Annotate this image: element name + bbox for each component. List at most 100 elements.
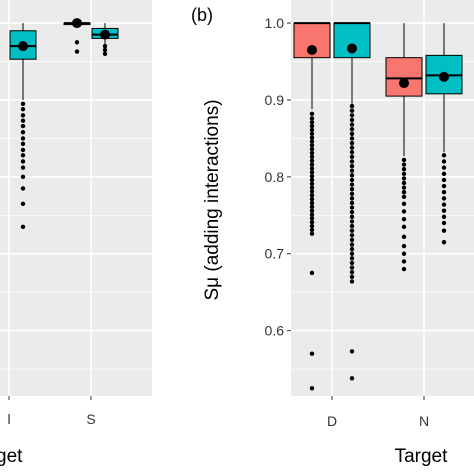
outlier-point [20,118,26,123]
outlier-point [441,214,447,220]
outlier-point [309,193,315,198]
outlier-point [309,127,315,133]
outlier-point [401,185,407,190]
outlier-point [309,111,315,117]
panel-b-x-axis-title: Target [395,446,449,467]
x-tick-label: l [7,411,10,427]
outlier-point [441,171,447,176]
outlier-point [349,223,355,229]
outlier-point [309,227,315,233]
outlier-point [349,159,355,164]
panel-a-boxes [9,18,119,230]
outlier-point [401,243,407,249]
outlier-point [401,194,407,200]
outlier-point [349,168,355,173]
outlier-point [401,209,407,214]
outlier-point [401,180,407,186]
y-tick-label: 0.6 [265,323,285,339]
y-tick-label: 0.8 [265,169,285,185]
outlier-point [441,190,447,195]
panel-b-label: (b) [191,5,213,25]
outlier-point [349,246,355,252]
outlier-point [309,120,315,125]
outlier-point [349,260,355,266]
outlier-point [349,173,355,178]
x-tick-label: N [419,413,429,429]
outlier-point [20,106,26,112]
outlier-point [309,170,315,175]
outlier-point [309,123,315,129]
mean-point [399,78,409,89]
outlier-point [441,220,447,226]
outlier-point [349,108,355,113]
box-D-right [333,22,371,381]
outlier-point [401,171,407,176]
outlier-point [349,177,355,183]
outlier-point [309,135,315,140]
outlier-point [349,265,355,270]
outlier-point [309,351,315,356]
outlier-point [309,220,315,225]
outlier-point [349,214,355,220]
outlier-point [74,40,80,45]
outlier-point [20,224,26,230]
panel-a-x-axis-title: get [0,446,23,467]
outlier-point [20,159,26,164]
outlier-point [309,200,315,206]
outlier-point [309,212,315,217]
outlier-point [349,233,355,238]
outlier-point [309,204,315,210]
box-l-right [9,23,37,230]
outlier-point [309,223,315,229]
outlier-point [401,176,407,181]
outlier-point [401,216,407,222]
outlier-point [20,136,26,141]
outlier-point [20,113,26,118]
outlier-point [441,165,447,170]
outlier-point [20,130,26,135]
x-tick-label: D [327,413,337,429]
outlier-point [441,208,447,213]
outlier-point [20,123,26,129]
y-tick-label: 0.9 [265,92,285,108]
outlier-point [349,274,355,280]
outlier-point [20,101,26,107]
outlier-point [401,162,407,167]
outlier-point [309,116,315,121]
outlier-point [349,182,355,187]
outlier-point [309,173,315,179]
outlier-point [349,376,355,381]
outlier-point [309,154,315,160]
outlier-point [401,259,407,264]
outlier-point [309,181,315,186]
outlier-point [309,216,315,221]
mean-point [439,71,449,82]
outlier-point [309,177,315,183]
outlier-point [349,150,355,155]
outlier-point [349,210,355,215]
outlier-point [309,143,315,148]
outlier-point [401,190,407,195]
outlier-point [309,162,315,167]
mean-point [100,29,110,40]
outlier-point [349,163,355,169]
outlier-point [74,49,80,54]
outlier-point [349,237,355,243]
outlier-point [401,251,407,256]
outlier-point [20,165,26,170]
outlier-point [349,256,355,261]
box-S-left [63,18,91,54]
outlier-point [349,242,355,247]
outlier-point [20,141,26,146]
outlier-point [349,279,355,284]
y-tick-label: 0.7 [265,246,285,262]
outlier-point [309,208,315,213]
outlier-point [20,147,26,153]
outlier-point [349,196,355,201]
mean-point [307,44,317,55]
panel-b-y-axis-title: Sμ (adding interactions) [202,99,223,300]
outlier-point [401,266,407,272]
